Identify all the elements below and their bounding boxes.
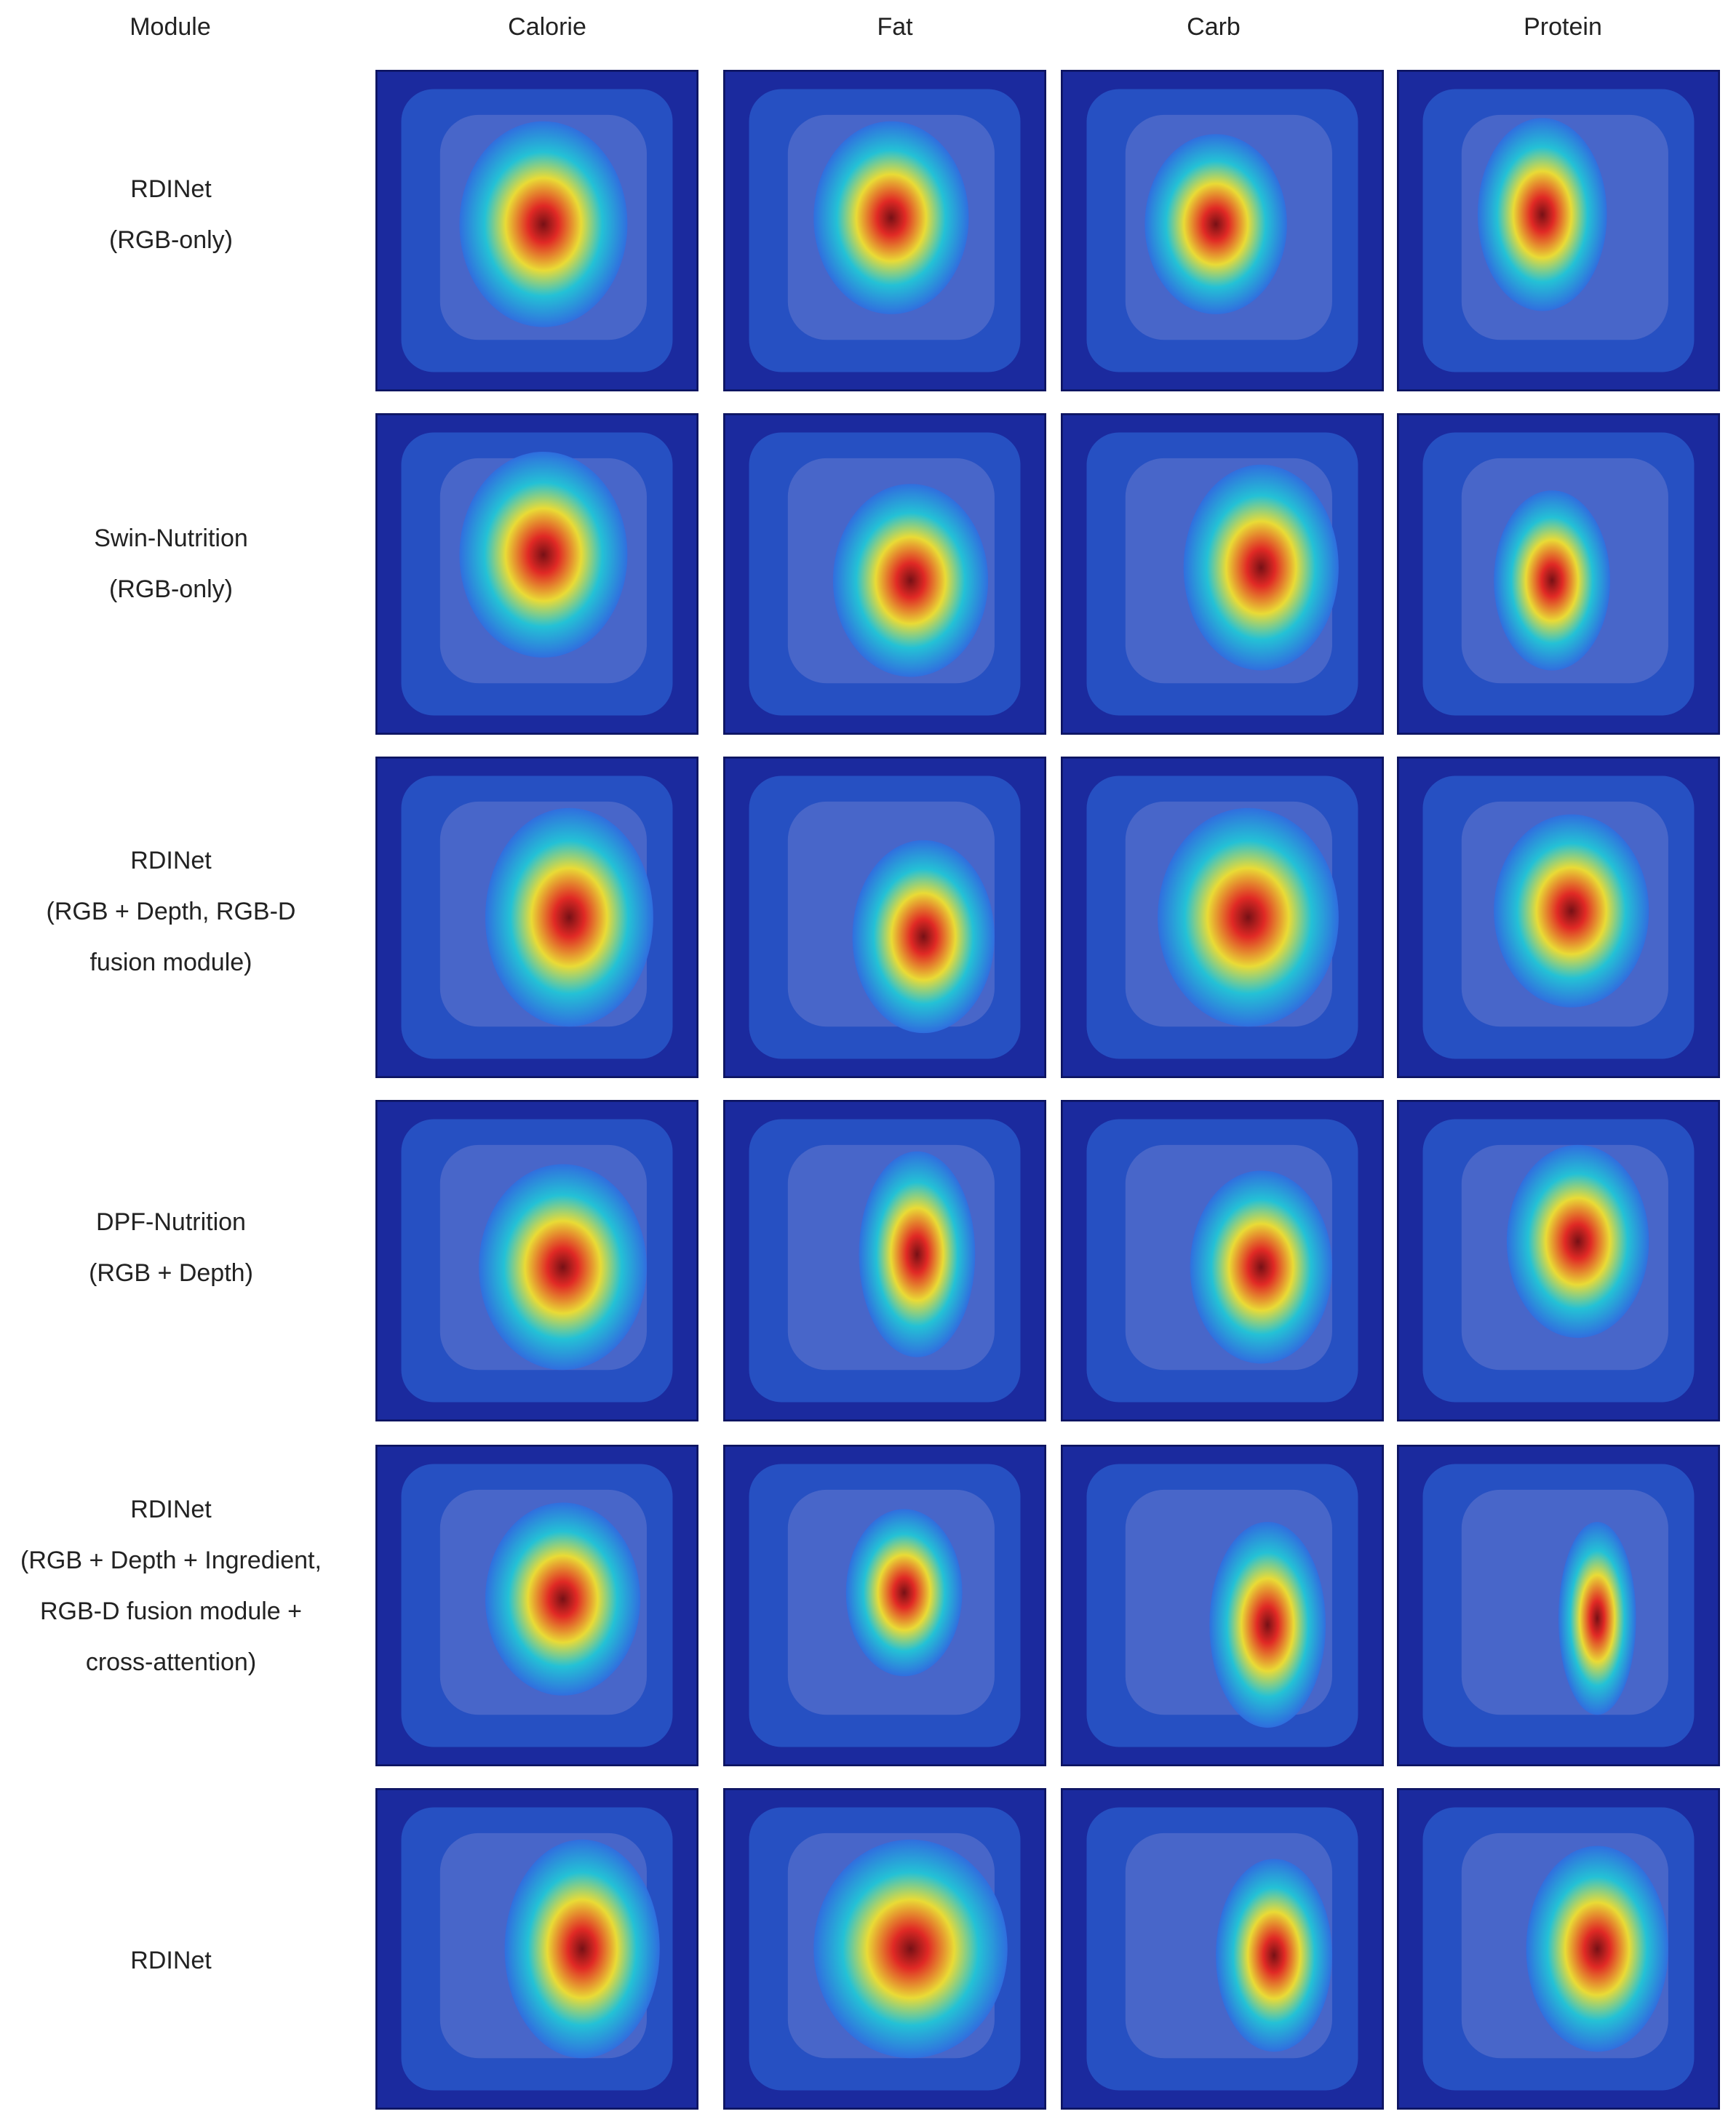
row-label-line: Swin-Nutrition [94,524,248,552]
heatmap-carb-row-6 [1061,1788,1384,2110]
row-label-line: DPF-Nutrition [96,1208,246,1236]
row-label-line: RDINet [130,1496,212,1523]
heatmap-protein-row-6 [1397,1788,1720,2110]
row-label-line: RDINet [130,847,212,874]
heatmap-calorie-row-1 [375,70,698,391]
heatmap-carb-row-5 [1061,1445,1384,1766]
row-label-3: RDINet (RGB + Depth, RGB-D fusion module… [0,835,342,988]
row-label-line: cross-attention) [85,1648,257,1676]
heatmap-carb-row-4 [1061,1100,1384,1421]
row-label-2: Swin-Nutrition (RGB-only) [0,513,342,615]
heatmap-protein-row-3 [1397,757,1720,1078]
heatmap-fat-row-4 [723,1100,1046,1421]
row-label-6: RDINet [0,1935,342,1986]
row-label-line: RGB-D fusion module + [40,1598,302,1625]
heatmap-fat-row-1 [723,70,1046,391]
heatmap-fat-row-2 [723,413,1046,735]
row-label-line: (RGB-only) [108,575,234,603]
heatmap-fat-row-3 [723,757,1046,1078]
heatmap-calorie-row-2 [375,413,698,735]
header-protein: Protein [1524,13,1602,41]
header-fat: Fat [877,13,913,41]
heatmap-protein-row-1 [1397,70,1720,391]
row-label-line: fusion module) [89,949,252,976]
row-label-line: (RGB-only) [108,226,234,254]
heatmap-protein-row-5 [1397,1445,1720,1766]
heatmap-calorie-row-5 [375,1445,698,1766]
heatmap-calorie-row-4 [375,1100,698,1421]
heatmap-fat-row-6 [723,1788,1046,2110]
row-label-4: DPF-Nutrition (RGB + Depth) [0,1197,342,1299]
heatmap-protein-row-4 [1397,1100,1720,1421]
row-label-line: (RGB + Depth, RGB-D [46,898,296,925]
row-label-5: RDINet (RGB + Depth + Ingredient, RGB-D … [0,1484,342,1688]
heatmap-carb-row-3 [1061,757,1384,1078]
heatmap-protein-row-2 [1397,413,1720,735]
row-label-line: (RGB + Depth + Ingredient, [20,1547,322,1574]
heatmap-calorie-row-6 [375,1788,698,2110]
row-label-1: RDINet (RGB-only) [0,164,342,266]
header-carb: Carb [1187,13,1241,41]
header-module: Module [130,13,211,41]
row-label-line: (RGB + Depth) [89,1259,253,1287]
heatmap-calorie-row-3 [375,757,698,1078]
heatmap-fat-row-5 [723,1445,1046,1766]
row-label-line: RDINet [130,1947,212,1974]
row-label-line: RDINet [130,175,212,203]
heatmap-carb-row-1 [1061,70,1384,391]
header-calorie: Calorie [508,13,586,41]
heatmap-carb-row-2 [1061,413,1384,735]
